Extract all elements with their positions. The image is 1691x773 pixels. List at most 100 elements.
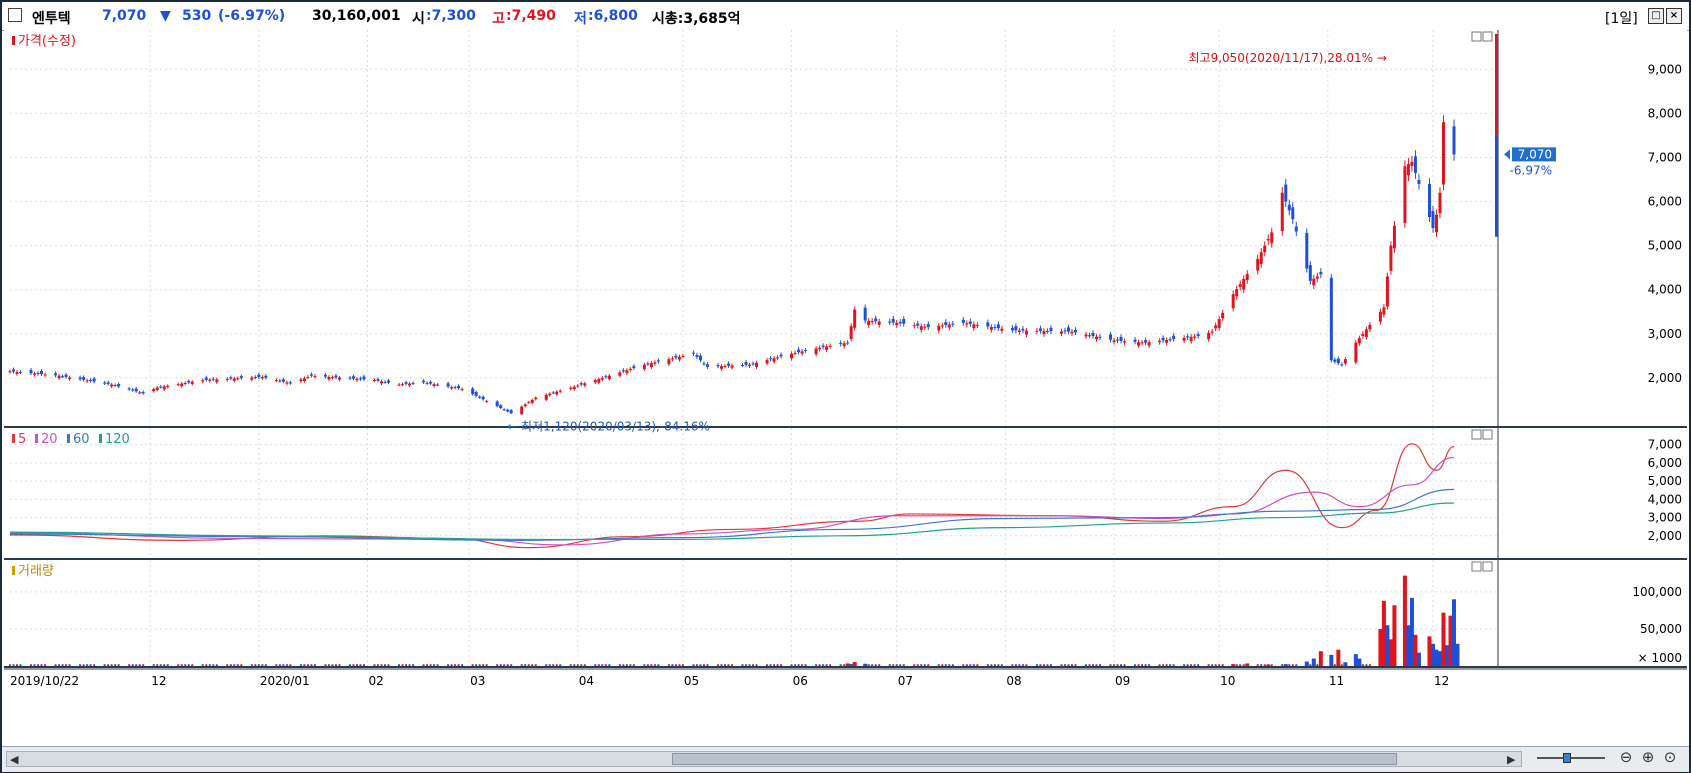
pane-close-icon[interactable] (1482, 561, 1493, 572)
pane-minimize-icon[interactable] (1471, 429, 1482, 440)
pane-close-icon[interactable] (1482, 31, 1493, 42)
candle (397, 384, 401, 386)
candle (1217, 319, 1221, 328)
volume-bar (285, 664, 288, 666)
candle (975, 324, 979, 326)
volume-pane-title: 거래량 (18, 564, 54, 579)
candle (1294, 226, 1298, 232)
candle (1361, 333, 1365, 336)
volume-bar (632, 664, 635, 666)
candle (348, 377, 352, 379)
candle (1235, 289, 1239, 297)
candle (1238, 284, 1242, 287)
candle (888, 321, 892, 323)
maximize-icon[interactable]: □ (1648, 8, 1664, 24)
candle (1259, 252, 1263, 264)
volume-bar (166, 664, 169, 666)
candle (569, 387, 573, 389)
volume-bar (920, 664, 923, 666)
volume-bar (1448, 615, 1453, 666)
select-checkbox[interactable] (8, 8, 22, 22)
candle (110, 384, 114, 387)
candle (723, 365, 727, 367)
pane-minimize-icon[interactable] (1471, 31, 1482, 42)
stock-chart[interactable]: 2019/10/22 12 2020/01 02 03 04 05 06 07 08 09 10 11 1… (4, 30, 1687, 746)
scroll-right-icon[interactable]: ▶ (1507, 753, 1516, 766)
volume-bar (1441, 612, 1446, 666)
volume-bar (969, 664, 972, 666)
y-tick-label: 7,000 (1648, 438, 1682, 452)
volume-bar (1235, 664, 1238, 666)
candle (902, 319, 906, 324)
volume-bar (471, 664, 474, 666)
candle (306, 376, 310, 378)
candle (204, 377, 208, 380)
zoom-reset-icon[interactable]: ⊙ (1663, 748, 1677, 766)
volume-bar (1340, 664, 1343, 666)
current-price: 7,070 (102, 8, 147, 24)
volume-bar (1207, 664, 1210, 666)
candle (719, 366, 723, 369)
scrollbar-thumb[interactable] (672, 753, 1397, 765)
candle (1340, 364, 1344, 366)
candle (239, 376, 243, 379)
candle (33, 373, 37, 375)
volume-bar (976, 664, 979, 666)
candle (1098, 336, 1102, 338)
volume-bar (531, 664, 534, 666)
volume-bar (405, 664, 408, 666)
x-tick-label: 2019/10/22 (10, 674, 79, 688)
candle (15, 371, 19, 374)
volume-bar (1283, 664, 1288, 666)
candle (597, 379, 601, 383)
candle (1091, 332, 1095, 337)
pane-close-icon[interactable] (1482, 429, 1493, 440)
candle (12, 369, 16, 372)
candle (916, 323, 920, 326)
candle (1049, 327, 1053, 332)
volume-bar (1092, 664, 1094, 666)
y-tick-label: 4,000 (1648, 283, 1682, 297)
period-selector[interactable]: [1일] (1605, 11, 1638, 27)
candle (853, 309, 857, 328)
volume-bar (941, 664, 944, 666)
candle (593, 380, 597, 383)
zoom-slider[interactable] (1537, 753, 1605, 763)
zoom-knob[interactable] (1563, 753, 1571, 763)
volume-bar (61, 664, 64, 666)
candle (327, 376, 331, 380)
candle (1035, 330, 1039, 332)
volume-bar (576, 664, 579, 666)
volume-bar (1329, 654, 1334, 666)
horizontal-scrollbar[interactable]: ◀ ▶ (6, 751, 1522, 767)
candle (947, 324, 951, 328)
candle (1161, 337, 1165, 341)
volume-bar (618, 664, 621, 666)
candle (1017, 330, 1021, 332)
high-label: 고 (492, 11, 505, 27)
zoom-out-icon[interactable]: ⊖ (1619, 748, 1633, 766)
candle (1116, 339, 1120, 341)
candle (1312, 278, 1316, 286)
candle (506, 409, 510, 412)
candle (1319, 271, 1323, 275)
volume-bar (163, 664, 166, 666)
candle (1336, 358, 1340, 364)
x-tick-label: 12 (151, 674, 166, 688)
volume-bar (436, 664, 439, 666)
volume-bar (548, 664, 551, 666)
candle (558, 390, 562, 392)
volume-bar (916, 664, 919, 666)
candle (534, 397, 538, 400)
volume-bar (19, 664, 22, 666)
candle (257, 374, 261, 378)
volume-bar (299, 664, 302, 666)
volume-bar (695, 664, 698, 666)
zoom-in-icon[interactable]: ⊕ (1641, 748, 1655, 766)
pane-minimize-icon[interactable] (1471, 561, 1482, 572)
close-icon[interactable]: × (1666, 8, 1682, 24)
stock-name[interactable]: 엔투텍 (32, 11, 71, 27)
scroll-left-icon[interactable]: ◀ (10, 753, 19, 766)
candle (299, 379, 303, 382)
